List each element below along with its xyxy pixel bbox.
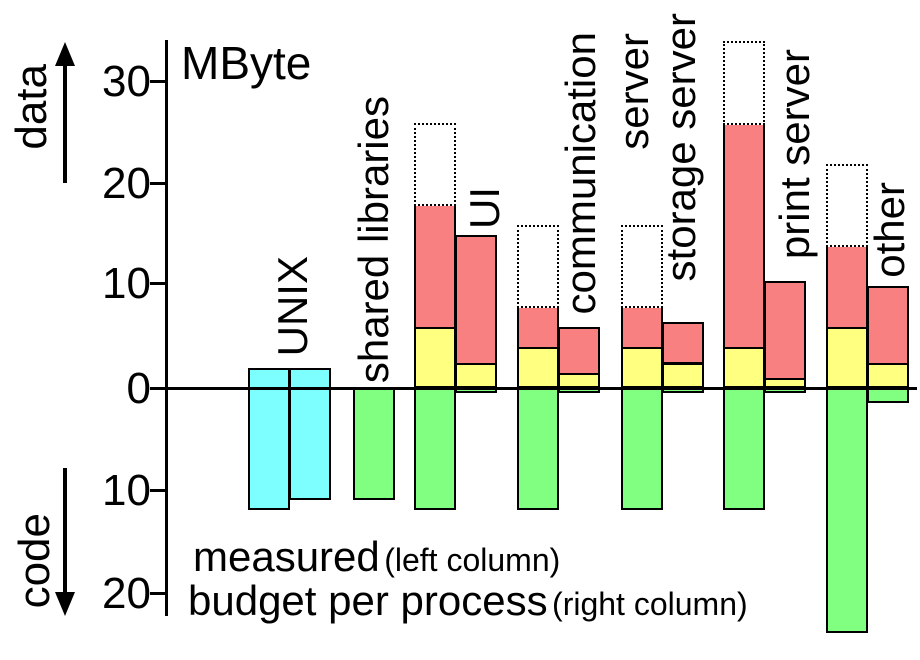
bar-print-server-measured-budget-outline (723, 41, 765, 125)
category-label-shared-libraries: shared libraries (350, 95, 397, 383)
bar-storage-server-budget-base (662, 362, 704, 388)
code-axis-label: code (10, 512, 59, 608)
bar-print-server-measured-data (723, 122, 765, 350)
bar-communication-budget-base (558, 372, 600, 388)
zero-line (165, 387, 917, 390)
bar-communication-measured-budget-outline (517, 224, 559, 309)
bar-other-measured-code (826, 388, 868, 633)
down-arrow-icon (55, 592, 75, 616)
category-label-communication: communication (557, 31, 604, 314)
category-label-ui: UI (461, 187, 508, 229)
bar-ui-measured-data (414, 204, 456, 329)
tick-mark-20 (150, 182, 167, 185)
legend-measured-label: measured (193, 533, 380, 580)
category-label-storage-server: storage server (657, 12, 704, 281)
category-label-print-server: print server (771, 48, 818, 259)
bar-server-measured-budget-outline (621, 224, 663, 309)
tick-label-20: 20 (102, 159, 151, 208)
bar-other-budget-code (867, 388, 909, 404)
bar-server-measured-code (621, 388, 663, 511)
bar-other-budget-base (867, 362, 909, 388)
bar-communication-measured-code (517, 388, 559, 511)
y-axis-line (165, 40, 168, 616)
down-arrow-shaft (63, 468, 67, 594)
bar-communication-measured-data (517, 306, 559, 350)
legend-measured-line: measured (left column) (193, 536, 560, 578)
category-label-server: server (610, 33, 657, 150)
bar-server-measured-data (621, 306, 663, 350)
tick-mark-minus-20 (150, 592, 167, 595)
up-arrow-shaft (63, 62, 67, 183)
legend-budget-line: budget per process (right column) (188, 580, 748, 622)
bar-ui-measured-base (414, 326, 456, 388)
tick-label-10: 10 (102, 259, 151, 308)
bar-ui-budget-data (455, 235, 497, 365)
tick-mark-minus-10 (150, 489, 167, 492)
bar-ui-measured-budget-outline (414, 122, 456, 207)
tick-label-0: 0 (126, 364, 151, 413)
bar-ui-measured-code (414, 388, 456, 511)
bar-communication-budget-data (558, 326, 600, 375)
bar-ui-budget-base (455, 362, 497, 388)
category-label-unix: UNIX (269, 255, 316, 356)
legend-measured-note: (left column) (384, 542, 561, 578)
bar-unix-measured (248, 367, 290, 511)
bar-shared-libraries-measured-code (353, 388, 395, 501)
up-arrow-icon (55, 42, 75, 66)
bar-print-server-budget-data (764, 280, 806, 380)
tick-label-minus-20: 20 (102, 569, 151, 618)
bar-communication-measured-base (517, 347, 559, 388)
category-label-other: other (866, 182, 913, 278)
tick-label-30: 30 (102, 57, 151, 106)
bar-print-server-measured-code (723, 388, 765, 511)
bar-print-server-measured-base (723, 347, 765, 388)
tick-mark-30 (150, 80, 167, 83)
bar-other-measured-base (826, 326, 868, 388)
unit-label: MByte (181, 37, 312, 89)
data-axis-label: data (7, 64, 56, 150)
bar-other-measured-budget-outline (826, 163, 868, 248)
bar-storage-server-budget-data (662, 321, 704, 365)
tick-mark-10 (150, 282, 167, 285)
bar-server-measured-base (621, 347, 663, 388)
tick-mark-0 (150, 387, 167, 390)
legend-budget-label: budget per process (188, 577, 548, 624)
bar-other-measured-data (826, 245, 868, 329)
bar-other-budget-data (867, 286, 909, 365)
legend-budget-note: (right column) (552, 586, 748, 622)
tick-label-minus-10: 10 (102, 466, 151, 515)
